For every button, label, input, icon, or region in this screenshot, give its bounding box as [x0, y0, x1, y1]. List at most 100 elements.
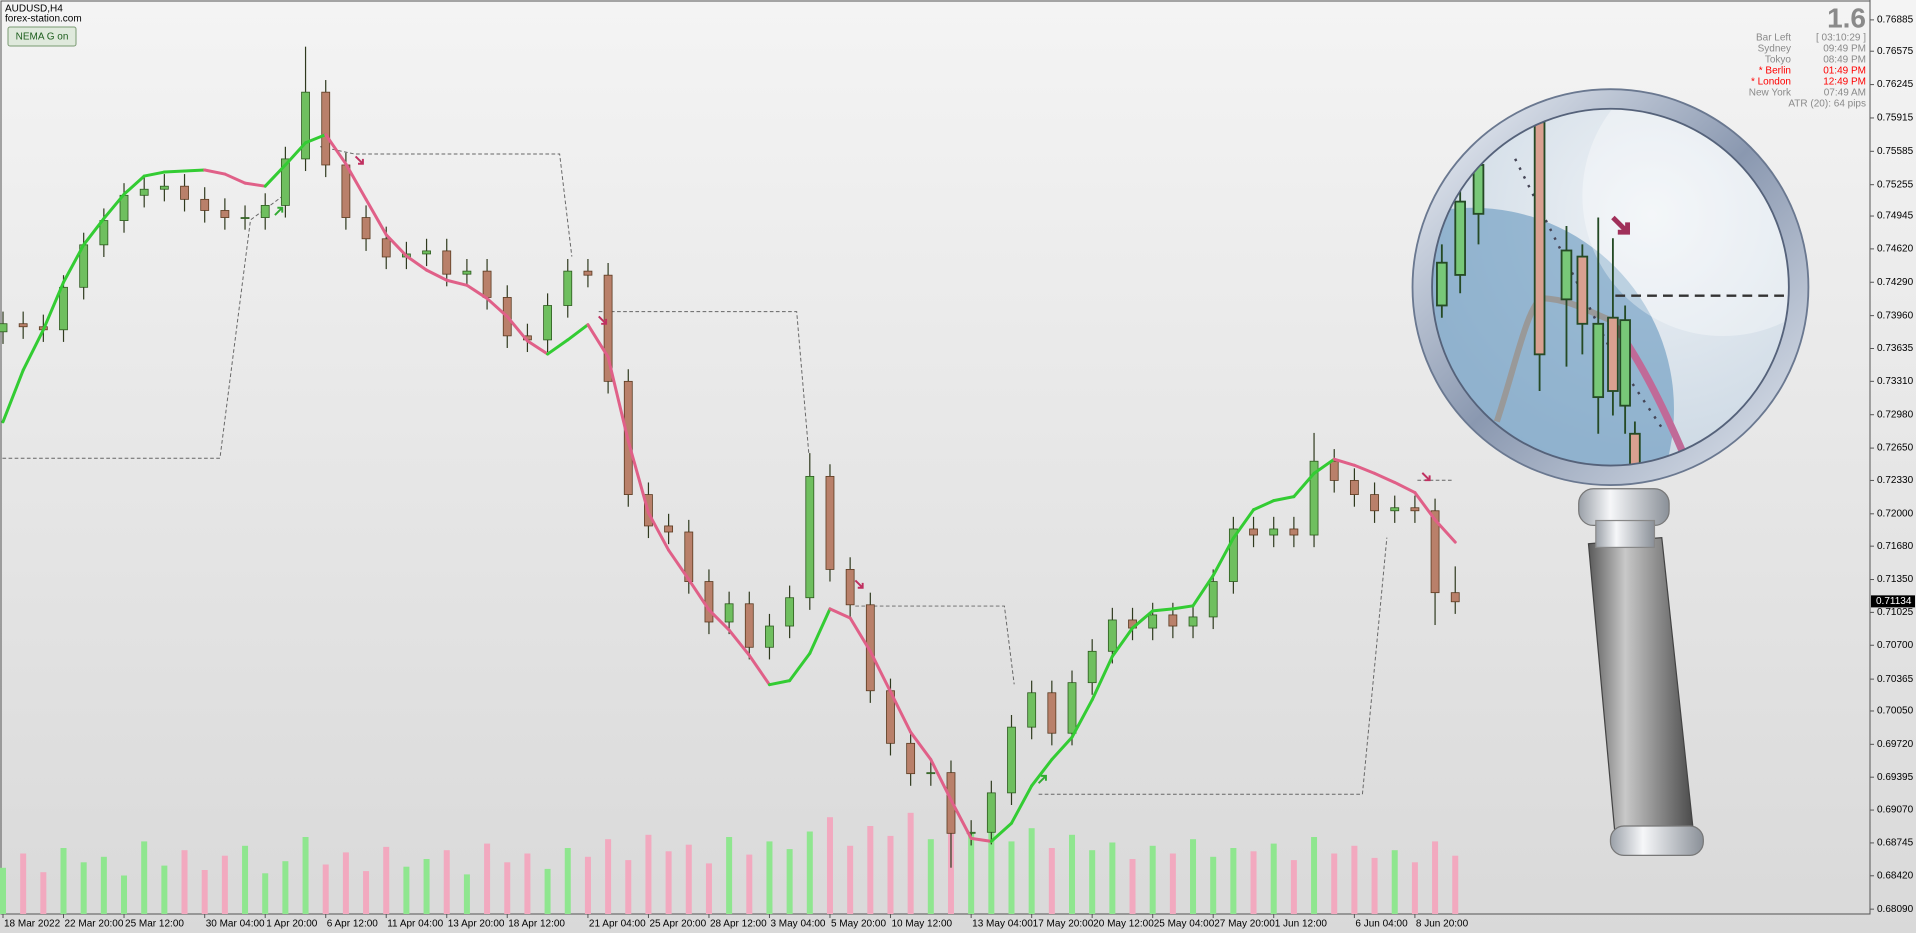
volume-bar	[746, 854, 753, 914]
volume-bar	[60, 848, 67, 914]
session-city: * London	[1751, 77, 1791, 88]
ma-segment	[1393, 480, 1417, 495]
volume-bar	[605, 839, 612, 914]
arrow-down	[598, 315, 608, 325]
candle-body	[704, 581, 714, 623]
candle-body	[240, 217, 250, 219]
ma-segment	[1070, 698, 1094, 739]
candle-body	[301, 91, 310, 160]
x-tick-label: 10 May 12:00	[891, 919, 952, 930]
button-label[interactable]: NEMA G on	[16, 32, 69, 43]
volume-bar	[463, 874, 470, 914]
ma-segment	[989, 821, 1013, 843]
y-tick-label: 0.75585	[1877, 146, 1914, 157]
y-tick-label: 0.76885	[1877, 15, 1914, 26]
volume-bar	[1210, 856, 1217, 914]
session-city: * Berlin	[1759, 66, 1791, 77]
volume-bar	[1452, 855, 1459, 914]
volume-bar	[141, 841, 148, 914]
candle-body	[220, 210, 230, 218]
volume-bar	[342, 852, 349, 914]
lens-candles	[1436, 116, 1641, 466]
atr-label: ATR (20): 64 pips	[1788, 99, 1866, 110]
y-tick-label: 0.73310	[1877, 376, 1914, 387]
candle-body	[805, 475, 815, 599]
volume-bar	[665, 851, 672, 914]
candle-body	[1007, 726, 1016, 794]
candle-body	[1228, 528, 1238, 582]
volume-bar	[1230, 848, 1237, 914]
volume-bar	[544, 868, 551, 914]
ma-segment	[969, 836, 993, 843]
x-tick-label: 6 Apr 12:00	[327, 919, 379, 930]
y-tick-label: 0.71350	[1877, 574, 1914, 585]
ma-segment	[1131, 609, 1155, 630]
ma-segment	[566, 323, 590, 342]
volume-bar	[806, 831, 813, 914]
magnifier-ring	[1412, 89, 1809, 486]
candle-body	[1168, 614, 1178, 627]
magnifier-neck	[1595, 519, 1656, 549]
candle-body	[1047, 692, 1057, 734]
ma-segment	[485, 296, 509, 319]
ma-segment	[1352, 463, 1377, 475]
volume-bar	[1008, 841, 1015, 914]
candle-body	[59, 286, 68, 331]
candle-body	[1067, 682, 1077, 734]
candle-body	[462, 270, 472, 275]
volume-bar	[302, 837, 309, 914]
x-tick-label: 1 Apr 20:00	[266, 919, 318, 930]
button-frame[interactable]	[7, 26, 77, 47]
ma-segment	[1010, 784, 1034, 825]
ma-segment	[747, 653, 771, 687]
ma-segment	[263, 163, 287, 188]
candle-body	[1450, 592, 1460, 603]
candle-body	[724, 603, 734, 623]
y-tick-label: 0.74290	[1877, 277, 1914, 288]
ma-segment	[586, 323, 610, 359]
candle-body	[1309, 460, 1319, 536]
x-tick-label: 5 May 20:00	[831, 919, 886, 930]
volume-bar	[1109, 842, 1116, 914]
y-tick-label: 0.74945	[1877, 211, 1914, 222]
volume-bar	[504, 862, 511, 914]
volume-bar	[1331, 853, 1338, 914]
ma-segment	[82, 217, 106, 247]
session-time: 08:49 PM	[1823, 55, 1866, 66]
ma-segment	[707, 608, 731, 632]
x-tick-label: 18 Apr 12:00	[508, 919, 565, 930]
session-city: Tokyo	[1765, 55, 1792, 66]
volume-bar	[383, 846, 390, 914]
y-tick-label: 0.75915	[1877, 113, 1914, 124]
volume-bar	[1250, 851, 1257, 914]
volume-bar	[403, 866, 410, 914]
volume-bar	[907, 812, 914, 914]
session-time: 09:49 PM	[1823, 44, 1866, 55]
ma-segment	[1312, 457, 1336, 475]
volume-bar	[1169, 853, 1176, 914]
candle-body	[1390, 507, 1400, 512]
candle-body	[422, 250, 431, 255]
volume-bar	[786, 849, 793, 914]
candle-body	[139, 188, 149, 196]
y-tick-label: 0.72980	[1877, 409, 1914, 420]
volume-bar	[80, 862, 87, 914]
ma-segment	[425, 268, 449, 282]
candles-layer	[0, 46, 1460, 868]
ma-segment	[1373, 471, 1397, 484]
sessions: Sydney 09:49 PM Tokyo 08:49 PM * Berlin 01:49…	[1749, 44, 1866, 99]
volume-bar	[221, 855, 228, 914]
ma-segment	[41, 280, 66, 332]
nema-button[interactable]: NEMA G on	[7, 26, 77, 47]
candle-body	[1410, 507, 1420, 512]
volume-bar	[1371, 857, 1378, 914]
arrow-up	[1037, 774, 1047, 784]
ma-segment	[142, 170, 166, 178]
x-tick-label: 3 May 04:00	[770, 919, 825, 930]
ma-segment	[949, 798, 973, 840]
y-tick-label: 0.72000	[1877, 508, 1914, 519]
candle-body	[321, 91, 331, 166]
x-tick-label: 21 Apr 04:00	[589, 919, 646, 930]
candle-body	[381, 238, 391, 258]
ma-segment	[1332, 457, 1356, 467]
